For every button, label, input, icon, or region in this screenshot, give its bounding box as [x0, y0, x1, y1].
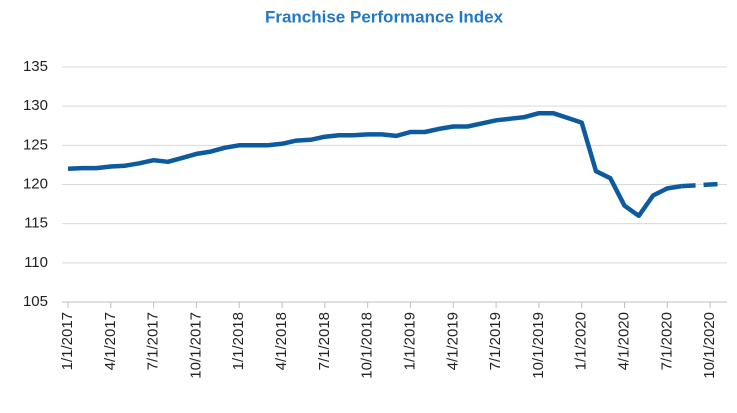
- chart-title: Franchise Performance Index: [265, 7, 504, 26]
- x-tick-label: 4/1/2019: [444, 312, 461, 370]
- y-tick-label: 120: [23, 175, 48, 192]
- y-tick-label: 125: [23, 136, 48, 153]
- x-tick-label: 4/1/2018: [273, 312, 290, 370]
- x-tick-label: 10/1/2018: [359, 312, 376, 379]
- x-tick-label: 1/1/2019: [401, 312, 418, 370]
- x-tick-label: 1/1/2018: [230, 312, 247, 370]
- x-tick-label: 1/1/2020: [573, 312, 590, 370]
- x-tick-label: 10/1/2020: [701, 312, 718, 379]
- x-tick-label: 4/1/2020: [615, 312, 632, 370]
- y-tick-label: 115: [24, 215, 48, 232]
- x-tick-label: 7/1/2020: [658, 312, 675, 370]
- x-tick-label: 1/1/2017: [59, 312, 76, 370]
- x-tick-label: 7/1/2019: [487, 312, 504, 370]
- line-series: [67, 110, 682, 219]
- y-tick-label: 135: [23, 58, 48, 75]
- x-tick-label: 4/1/2017: [102, 312, 119, 370]
- line-series: [681, 181, 725, 189]
- y-tick-label: 105: [23, 293, 48, 310]
- y-tick-label: 130: [23, 97, 48, 114]
- x-tick-label: 10/1/2017: [187, 312, 204, 379]
- x-tick-label: 10/1/2019: [530, 312, 547, 379]
- y-tick-label: 110: [24, 254, 48, 271]
- x-tick-label: 7/1/2017: [145, 312, 162, 370]
- x-tick-label: 7/1/2018: [316, 312, 333, 370]
